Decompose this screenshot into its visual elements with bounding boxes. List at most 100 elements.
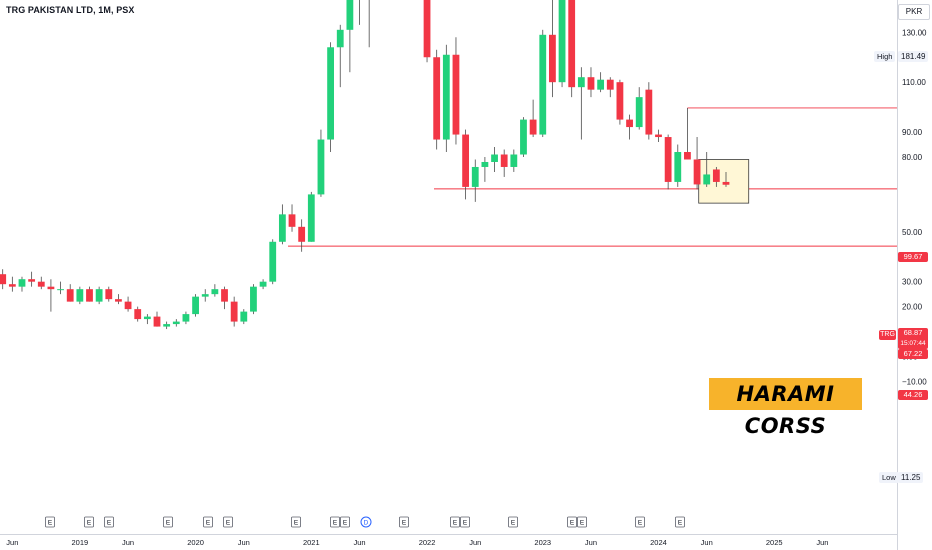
low-label: Low (879, 472, 899, 483)
candle-body (423, 0, 431, 58)
candle-body (18, 279, 26, 287)
candle-body (37, 281, 45, 287)
candle-body (433, 57, 441, 140)
last-price-value: 68.87 (903, 328, 923, 337)
earnings-marker-label: E (206, 520, 211, 527)
symbol-title[interactable]: TRG PAKISTAN LTD, 1M, PSX (6, 5, 135, 15)
earnings-marker (675, 516, 685, 528)
candle-body (134, 309, 142, 320)
candle-body (626, 119, 633, 128)
earnings-marker-label: E (333, 520, 338, 527)
earnings-marker-label: E (678, 520, 683, 527)
candle-body (635, 97, 643, 128)
candle-body (568, 0, 576, 88)
candle-body (481, 161, 489, 167)
candle-body (597, 79, 605, 90)
earnings-marker-label: E (511, 520, 516, 527)
price-tick-label: −10.00 (902, 377, 927, 386)
time-tick-label: Jun (6, 538, 18, 547)
candle-body (269, 241, 277, 282)
time-tick-label: Jun (353, 538, 365, 547)
earnings-marker-label: E (453, 520, 458, 527)
earnings-marker (567, 516, 577, 528)
candle-body (442, 54, 450, 140)
candle-body (655, 134, 662, 138)
price-tick-label: 110.00 (902, 78, 926, 87)
candle-body (288, 214, 296, 227)
currency-button[interactable]: PKR (898, 4, 930, 20)
candle-body (163, 324, 171, 327)
high-value: 181.49 (898, 51, 929, 62)
high-label: High (874, 51, 896, 62)
candle-body (703, 174, 711, 185)
candle-body (105, 289, 113, 300)
candle-body (143, 316, 151, 320)
level-tag-44: 44.26 (898, 390, 928, 400)
harami-annotation: HARAMI CORSS (709, 378, 862, 438)
candle-body (76, 289, 84, 302)
candle-body (192, 296, 199, 315)
time-tick-label: Jun (469, 538, 481, 547)
candle-body (278, 214, 286, 242)
level-tag-99: 99.67 (898, 252, 928, 262)
level-tag-67: 67.22 (898, 349, 928, 359)
candle-body (346, 0, 354, 30)
candle-body (684, 152, 691, 160)
candle-body (153, 316, 161, 327)
earnings-marker-label: E (87, 520, 92, 527)
candle-body (520, 119, 527, 155)
earnings-marker (450, 516, 460, 528)
price-tick-label: 130.00 (902, 28, 927, 37)
candle-body (0, 274, 7, 285)
earnings-marker-label: E (48, 520, 53, 527)
candle-body (577, 77, 585, 88)
earnings-marker-label: E (402, 520, 407, 527)
earnings-marker (291, 516, 301, 528)
candle-body (201, 294, 209, 297)
candle-body (172, 321, 180, 325)
candle-body (298, 226, 306, 242)
time-tick-label: Jun (238, 538, 250, 547)
candle-body (452, 54, 460, 135)
candle-body (616, 82, 624, 120)
candle-body (259, 281, 267, 287)
candle-body (510, 154, 518, 167)
candle-body (57, 289, 64, 291)
candle-body (327, 47, 334, 140)
earnings-marker-label: E (580, 520, 585, 527)
time-tick-label: Jun (701, 538, 713, 547)
earnings-marker (45, 516, 55, 528)
earnings-marker-label: E (294, 520, 299, 527)
time-tick-label: 2019 (72, 538, 89, 547)
time-tick-label: Jun (585, 538, 597, 547)
earnings-marker (508, 516, 518, 528)
earnings-marker (84, 516, 94, 528)
candle-body (250, 286, 257, 312)
bar-countdown: 15:07:44 (900, 339, 926, 347)
candle-body (462, 134, 470, 187)
price-tick-label: 80.00 (902, 153, 923, 162)
candle-body (712, 169, 720, 182)
time-tick-label: 2024 (650, 538, 667, 547)
candle-body (664, 137, 672, 182)
candle-body (317, 139, 325, 195)
candle-body (115, 299, 122, 302)
candle-body (336, 29, 344, 48)
candle-body (230, 301, 238, 322)
earnings-marker (163, 516, 173, 528)
time-tick-label: 2023 (534, 538, 551, 547)
candle-body (693, 159, 701, 185)
earnings-marker-label: E (570, 520, 575, 527)
candle-body (587, 77, 595, 90)
candle-body (529, 119, 537, 135)
earnings-marker-label: E (638, 520, 643, 527)
time-tick-label: 2022 (419, 538, 436, 547)
candle-body (240, 311, 248, 322)
earnings-marker-label: E (226, 520, 231, 527)
time-axis-labels: Jun 2019 Jun 2020 Jun 2021 Jun 2022 Jun 2023 Jun 20… (6, 538, 828, 547)
candle-body (722, 181, 730, 185)
dividend-marker (360, 516, 372, 528)
earnings-marker (460, 516, 470, 528)
